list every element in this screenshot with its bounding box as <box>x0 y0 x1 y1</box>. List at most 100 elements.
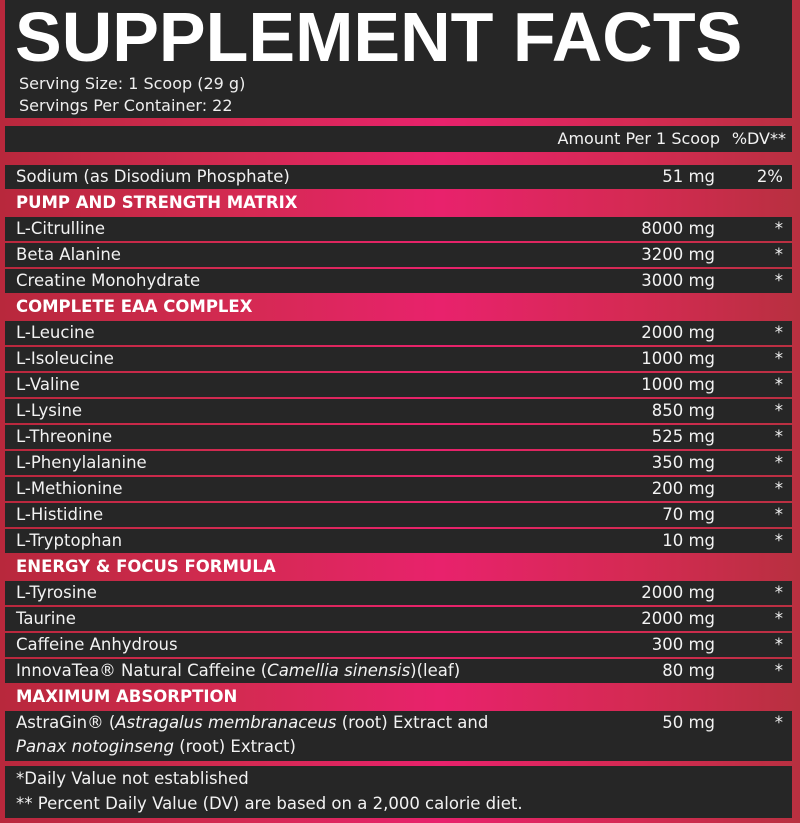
name-part: Astragalus membranaceus <box>115 713 337 732</box>
table-row: Caffeine Anhydrous 300 mg * <box>5 633 792 657</box>
section-title: MAXIMUM ABSORPTION <box>16 687 238 706</box>
nutrient-name: Creatine Monohydrate <box>16 271 201 290</box>
daily-value: * <box>774 349 783 368</box>
daily-value: * <box>774 505 783 524</box>
amount: 300 mg <box>651 635 715 654</box>
table-row: L-Lysine 850 mg * <box>5 399 792 423</box>
amount: 51 mg <box>662 167 715 186</box>
table-row: L-Tyrosine 2000 mg * <box>5 581 792 605</box>
nutrient-name: L-Histidine <box>16 505 104 524</box>
daily-value: * <box>774 479 783 498</box>
daily-value: * <box>774 427 783 446</box>
daily-value: * <box>774 219 783 238</box>
daily-value: 2% <box>756 167 783 186</box>
nutrient-name: L-Tyrosine <box>16 583 97 602</box>
table-row: L-Isoleucine 1000 mg * <box>5 347 792 371</box>
name-part: Panax notoginseng <box>16 737 174 756</box>
nutrient-name: Taurine <box>16 609 76 628</box>
amount: 1000 mg <box>641 375 715 394</box>
amount: 50 mg <box>662 713 715 732</box>
amount: 8000 mg <box>641 219 715 238</box>
amount: 2000 mg <box>641 323 715 342</box>
table-row: L-Citrulline 8000 mg * <box>5 217 792 241</box>
amount: 2000 mg <box>641 583 715 602</box>
section-header: COMPLETE EAA COMPLEX <box>5 295 792 319</box>
nutrient-table: Sodium (as Disodium Phosphate) 51 mg 2% PUM… <box>5 165 792 763</box>
amount: 850 mg <box>651 401 715 420</box>
nutrient-name: L-Valine <box>16 375 80 394</box>
title-block: SUPPLEMENT FACTS Serving Size: 1 Scoop (… <box>5 0 792 118</box>
daily-value: * <box>774 453 783 472</box>
nutrient-name: L-Threonine <box>16 427 113 446</box>
daily-value: * <box>774 635 783 654</box>
daily-value: * <box>774 401 783 420</box>
name-part: Camellia sinensis <box>267 661 411 680</box>
table-row: L-Tryptophan 10 mg * <box>5 529 792 553</box>
table-row: L-Threonine 525 mg * <box>5 425 792 449</box>
nutrient-name: L-Methionine <box>16 479 123 498</box>
dv-header: %DV** <box>731 129 786 148</box>
table-row: InnovaTea® Natural Caffeine (Camellia si… <box>5 659 792 683</box>
nutrient-name: L-Isoleucine <box>16 349 114 368</box>
amount: 3000 mg <box>641 271 715 290</box>
nutrient-name: L-Lysine <box>16 401 83 420</box>
amount: 10 mg <box>662 531 715 550</box>
table-row: L-Leucine 2000 mg * <box>5 321 792 345</box>
daily-value: * <box>774 583 783 602</box>
table-row: L-Phenylalanine 350 mg * <box>5 451 792 475</box>
nutrient-name-line2: Panax notoginseng (root) Extract) <box>16 737 296 757</box>
nutrient-name: InnovaTea® Natural Caffeine (Camellia si… <box>16 661 460 681</box>
daily-value: * <box>774 609 783 628</box>
table-row: Sodium (as Disodium Phosphate) 51 mg 2% <box>5 165 792 189</box>
amount-header: Amount Per 1 Scoop <box>557 129 721 148</box>
footnotes: *Daily Value not established ** Percent … <box>5 766 792 818</box>
amount: 70 mg <box>662 505 715 524</box>
daily-value: * <box>774 531 783 550</box>
daily-value: * <box>774 375 783 394</box>
serving-size: Serving Size: 1 Scoop (29 g) <box>19 74 246 93</box>
table-row: Creatine Monohydrate 3000 mg * <box>5 269 792 293</box>
amount: 1000 mg <box>641 349 715 368</box>
section-title: COMPLETE EAA COMPLEX <box>16 297 253 316</box>
name-part: )(leaf) <box>410 661 461 680</box>
section-header: MAXIMUM ABSORPTION <box>5 685 792 709</box>
table-row: L-Histidine 70 mg * <box>5 503 792 527</box>
table-row: AstraGin® (Astragalus membranaceus (root… <box>5 711 792 761</box>
section-header: PUMP AND STRENGTH MATRIX <box>5 191 792 215</box>
section-title: ENERGY & FOCUS FORMULA <box>16 557 276 576</box>
footnote: *Daily Value not established <box>16 769 249 788</box>
title: SUPPLEMENT FACTS <box>15 0 743 76</box>
nutrient-name: Caffeine Anhydrous <box>16 635 178 654</box>
amount: 80 mg <box>662 661 715 680</box>
column-header: Amount Per 1 Scoop %DV** <box>5 126 792 152</box>
daily-value: * <box>774 661 783 680</box>
nutrient-name: L-Tryptophan <box>16 531 123 550</box>
amount: 2000 mg <box>641 609 715 628</box>
nutrient-name: L-Citrulline <box>16 219 106 238</box>
table-row: Beta Alanine 3200 mg * <box>5 243 792 267</box>
daily-value: * <box>774 245 783 264</box>
nutrient-name: AstraGin® (Astragalus membranaceus (root… <box>16 713 488 733</box>
table-row: L-Valine 1000 mg * <box>5 373 792 397</box>
nutrient-name: L-Phenylalanine <box>16 453 147 472</box>
daily-value: * <box>774 271 783 290</box>
amount: 200 mg <box>651 479 715 498</box>
amount: 525 mg <box>651 427 715 446</box>
name-part: AstraGin® ( <box>16 713 116 732</box>
footnote: ** Percent Daily Value (DV) are based on… <box>16 794 523 813</box>
section-title: PUMP AND STRENGTH MATRIX <box>16 193 298 212</box>
nutrient-name: L-Leucine <box>16 323 95 342</box>
name-part: (root) Extract) <box>173 737 296 756</box>
nutrient-name: Sodium (as Disodium Phosphate) <box>16 167 290 186</box>
name-part: (root) Extract and <box>336 713 489 732</box>
table-row: Taurine 2000 mg * <box>5 607 792 631</box>
daily-value: * <box>774 713 783 732</box>
nutrient-name: Beta Alanine <box>16 245 121 264</box>
amount: 3200 mg <box>641 245 715 264</box>
section-header: ENERGY & FOCUS FORMULA <box>5 555 792 579</box>
name-part: InnovaTea® Natural Caffeine ( <box>16 661 268 680</box>
table-row: L-Methionine 200 mg * <box>5 477 792 501</box>
daily-value: * <box>774 323 783 342</box>
servings-per-container: Servings Per Container: 22 <box>19 96 233 115</box>
